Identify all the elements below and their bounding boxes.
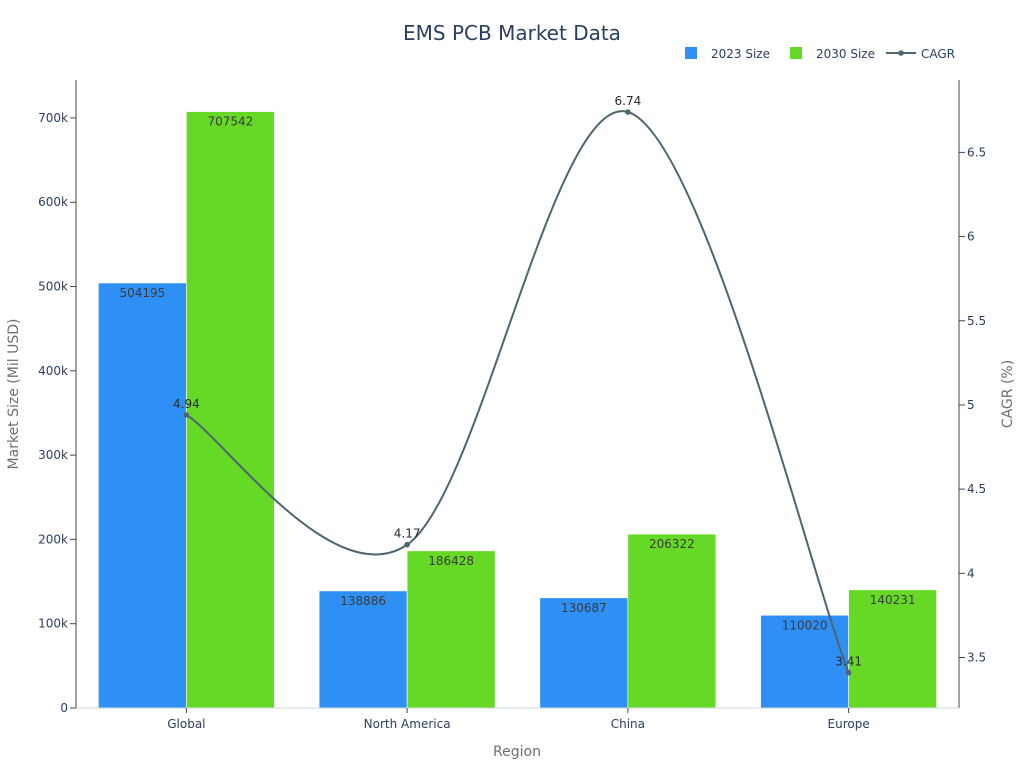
data-labels-layer: 504195 138886 130687 110020 707542 186428 2063… bbox=[119, 115, 915, 633]
y2-tick-label: 6.5 bbox=[967, 145, 986, 159]
legend-label: 2023 Size bbox=[711, 47, 770, 61]
legend-swatch bbox=[685, 47, 697, 59]
y2-tick-label: 4.5 bbox=[967, 482, 986, 496]
cagr-data-label: 6.74 bbox=[615, 94, 642, 108]
y-tick-label: 700k bbox=[38, 111, 68, 125]
cagr-point bbox=[404, 541, 410, 548]
legend-label: CAGR bbox=[921, 47, 955, 61]
y-tick-label: 500k bbox=[38, 280, 68, 294]
x-tick-label: Europe bbox=[828, 717, 870, 731]
y-tick-label: 600k bbox=[38, 195, 68, 209]
bar-data-label: 138886 bbox=[340, 594, 386, 608]
y-tick-label: 300k bbox=[38, 448, 68, 462]
x-tick-label: North America bbox=[364, 717, 451, 731]
y2-tick-label: 6 bbox=[967, 230, 975, 244]
legend-item-2030-size: 2030 Size bbox=[790, 47, 875, 61]
y2-tick-label: 4 bbox=[967, 566, 975, 580]
cagr-point bbox=[625, 109, 631, 115]
legend-item-2023-size: 2023 Size bbox=[685, 47, 770, 61]
bar-data-label: 140231 bbox=[870, 593, 916, 607]
cagr-data-label: 4.94 bbox=[173, 397, 200, 411]
cagr-line-layer: 4.94 4.17 6.74 3.41 bbox=[173, 94, 862, 676]
bar-data-label: 707542 bbox=[207, 115, 253, 129]
bar-data-label: 110020 bbox=[782, 618, 828, 632]
legend-line-marker bbox=[898, 50, 904, 56]
x-tick-label: Global bbox=[167, 717, 205, 731]
y-axis-title: Market Size (Mil USD) bbox=[6, 319, 22, 470]
legend: 2023 Size 2030 Size CAGR bbox=[685, 47, 955, 61]
y-tick-label: 400k bbox=[38, 364, 68, 378]
cagr-data-label: 3.41 bbox=[835, 655, 862, 669]
x-axis-title: Region bbox=[493, 744, 541, 760]
bar-data-label: 504195 bbox=[119, 286, 165, 300]
bar-2023-size-north-america bbox=[318, 590, 408, 709]
bar-data-label: 130687 bbox=[561, 601, 607, 615]
bar-2030-size-north-america bbox=[406, 550, 496, 709]
bar-2030-size-global bbox=[186, 111, 275, 709]
cagr-point bbox=[183, 412, 190, 418]
bar-2023-size-global bbox=[98, 282, 187, 709]
y-tick-label: 0 bbox=[60, 701, 68, 715]
axes-layer: 0 100k 200k 300k 400k 500k 600k 700k 3.5 4 4.5 5 5.5… bbox=[38, 80, 986, 731]
bars-layer bbox=[98, 111, 937, 709]
legend-swatch bbox=[790, 47, 802, 59]
legend-label: 2030 Size bbox=[816, 47, 875, 61]
bar-data-label: 186428 bbox=[428, 554, 474, 568]
y2-tick-label: 3.5 bbox=[967, 650, 986, 664]
cagr-point bbox=[845, 669, 852, 676]
cagr-data-label: 4.17 bbox=[394, 527, 421, 541]
y2-axis-title: CAGR (%) bbox=[1000, 360, 1016, 428]
bar-data-label: 206322 bbox=[649, 537, 695, 551]
chart-title: EMS PCB Market Data bbox=[403, 21, 621, 45]
y2-tick-label: 5 bbox=[967, 398, 975, 412]
cagr-line bbox=[185, 110, 850, 674]
bar-2030-size-europe bbox=[848, 589, 937, 709]
y-tick-label: 200k bbox=[38, 532, 68, 546]
y-tick-label: 100k bbox=[38, 617, 68, 631]
y2-tick-label: 5.5 bbox=[967, 314, 986, 328]
legend-item-cagr: CAGR bbox=[886, 47, 955, 61]
bar-2030-size-china bbox=[627, 533, 717, 709]
x-tick-label: China bbox=[611, 717, 645, 731]
